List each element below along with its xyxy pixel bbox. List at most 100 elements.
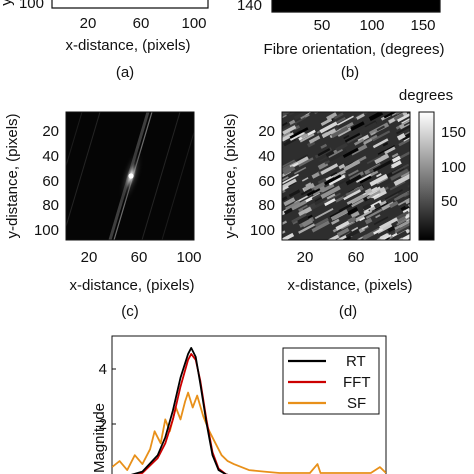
orientation-texture-patch [346,206,359,216]
orientation-texture-patch [364,217,373,225]
orientation-texture-patch [319,234,340,240]
orientation-texture-patch [372,138,389,149]
orientation-texture-patch [319,156,328,162]
orientation-texture-patch [333,169,346,179]
orientation-texture-patch [324,198,336,207]
orientation-texture-patch [282,125,297,135]
panel-c: y-distance, (pixels) 20 40 60 80 100 20 … [4,111,202,320]
orientation-texture-patch [393,113,404,121]
panel-d-xtick: 20 [297,249,314,266]
orientation-texture-patch [311,191,324,200]
panel-a-ylabel-fragment: y [0,0,15,6]
panel-c-xtick: 100 [176,249,201,266]
panel-e-ylabel: Magnitude [91,403,108,473]
orientation-texture-patch [349,173,359,180]
series-line-sf [112,391,386,474]
orientation-texture-patch [282,159,295,168]
panel-d-ytick: 40 [258,148,275,165]
orientation-texture-patch [301,133,309,139]
orientation-texture-patch [351,198,364,208]
orientation-texture-patch [355,173,372,183]
orientation-texture-patch [295,117,306,124]
orientation-texture-patch [338,163,346,170]
ytick-label: 4 [99,361,107,378]
orientation-texture-patch [320,185,341,199]
panel-a-ytick: 100 [19,0,44,12]
orientation-texture-patch [306,187,321,197]
orientation-texture-patch [395,224,410,235]
orientation-texture-patch [375,178,392,190]
orientation-texture-patch [397,216,407,223]
panel-c-streaks [66,112,194,240]
orientation-texture-patch [282,230,286,237]
orientation-texture-patch [301,177,309,182]
panel-b-axes [271,0,441,13]
orientation-texture-patch [366,186,381,196]
orientation-texture-patch [366,155,381,165]
orientation-texture-patch [278,241,287,248]
orientation-texture-patch [299,133,315,143]
orientation-texture-patch [320,118,333,127]
orientation-texture-patch [384,189,403,201]
orientation-texture-patch [319,121,338,134]
orientation-texture-patch [291,213,307,224]
legend-label-rt: RT [346,353,366,370]
panel-d-ytick: 60 [258,173,275,190]
orientation-texture-patch [282,132,295,142]
orientation-texture-patch [342,235,352,240]
orientation-texture-patch [345,227,361,239]
panel-a-xtick: 20 [80,15,97,32]
orientation-texture-patch [298,204,309,213]
orientation-texture-patch [390,168,409,181]
panel-a-xtick: 60 [133,15,150,32]
orientation-texture-patch [403,119,410,127]
orientation-texture-patch [345,174,362,186]
orientation-texture-patch [314,217,329,227]
orientation-texture-patch [393,139,404,147]
panel-d-ylabel: y-distance, (pixels) [222,113,239,238]
panel-b-xtick: 150 [410,17,435,34]
colorbar-label: degrees [399,87,453,104]
orientation-texture-patch [396,132,406,141]
orientation-texture-patch [394,218,410,231]
orientation-texture-patch [314,208,334,220]
panel-b-xlabel: Fibre orientation, (degrees) [264,41,445,58]
panel-c-xtick: 20 [81,249,98,266]
orientation-texture-patch [326,193,336,200]
series-line-rt [130,347,229,474]
orientation-texture-patch [311,171,321,179]
colorbar-tick: 150 [441,124,466,141]
legend-label-sf: SF [347,395,366,412]
orientation-texture-patch [362,228,381,240]
orientation-texture-patch [285,200,301,211]
orientation-texture-patch [383,145,396,155]
orientation-texture-patch [354,210,373,223]
orientation-texture-patch [362,203,372,211]
orientation-texture-patch [320,183,335,194]
orientation-texture-patch [298,157,314,168]
orientation-texture-patch [282,165,296,176]
orientation-texture-patch [376,173,382,178]
orientation-texture-patch [404,126,410,136]
orientation-texture-patch [289,119,296,126]
orientation-texture-patch [288,112,302,116]
orientation-texture-patch [335,219,353,231]
orientation-texture-patch [396,217,410,226]
panel-a-xtick: 100 [181,15,206,32]
orientation-texture-patch [297,215,309,225]
orientation-texture-patch [375,214,381,219]
orientation-texture-patch [416,241,424,247]
orientation-texture-patch [358,121,378,135]
orientation-texture-patch [282,122,288,127]
orientation-texture-patch [389,200,399,209]
orientation-texture-patch [282,112,290,118]
orientation-texture-patch [376,125,386,132]
orientation-texture-patch [394,221,410,233]
orientation-texture-patch [374,234,392,240]
panel-c-ytick: 60 [42,173,59,190]
orientation-texture-patch [293,166,307,175]
orientation-texture-patch [356,113,365,120]
orientation-texture-patch [292,162,299,167]
orientation-texture-patch [383,112,398,119]
orientation-texture-patch [283,98,301,110]
